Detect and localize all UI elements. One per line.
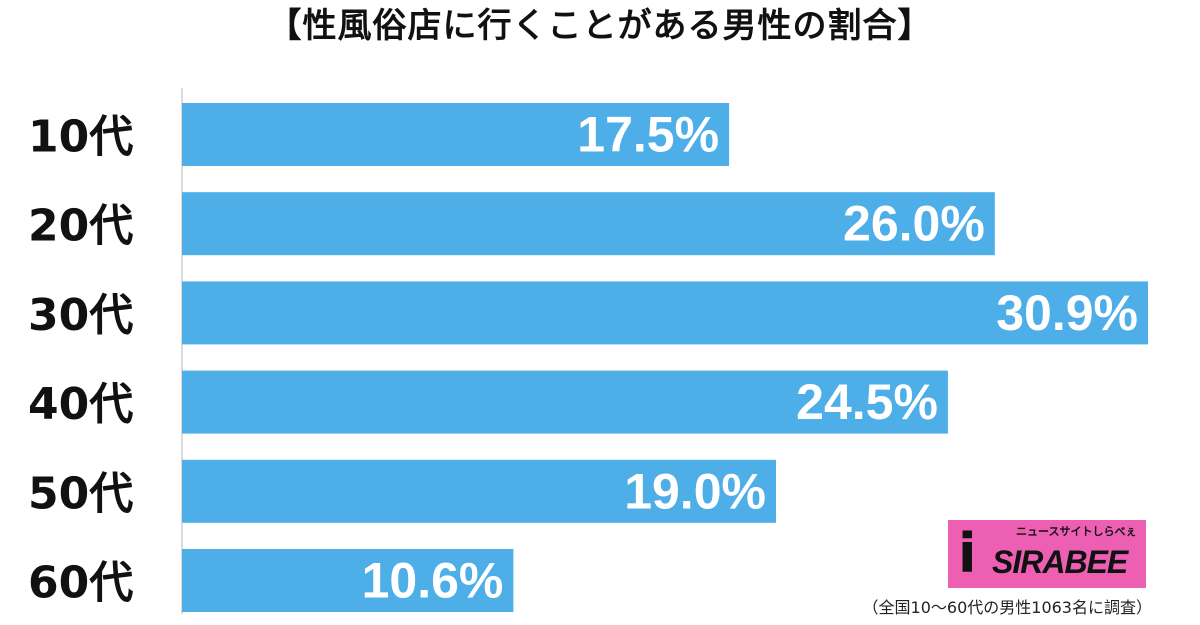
sirabee-logo: i ニュースサイトしらべぇ SIRABEE [948, 520, 1146, 588]
category-label: 60代 [28, 558, 133, 609]
logo-i-mark: i [958, 522, 977, 585]
data-label: 10.6% [362, 553, 504, 609]
data-label: 19.0% [624, 463, 766, 519]
footnote: （全国10〜60代の男性1063名に調査） [862, 598, 1152, 617]
bar-60代 [182, 549, 514, 612]
bar-50代 [182, 459, 776, 523]
bar-20代 [182, 192, 995, 256]
category-label: 40代 [28, 379, 133, 430]
category-label: 30代 [28, 290, 133, 341]
data-label: 26.0% [843, 196, 985, 252]
bar-10代 [182, 103, 730, 166]
logo-subtext: ニュースサイトしらべぇ [1016, 525, 1137, 538]
chart-title: 【性風俗店に行くことがある男性の割合】 [267, 6, 933, 46]
category-label: 50代 [28, 468, 133, 519]
data-label: 17.5% [577, 107, 719, 163]
bar-40代 [182, 370, 948, 434]
category-label: 20代 [28, 201, 133, 252]
bar-30代 [182, 281, 1148, 345]
category-label: 10代 [28, 112, 133, 163]
data-label: 30.9% [996, 285, 1138, 341]
data-label: 24.5% [796, 374, 938, 430]
logo-text: SIRABEE [992, 544, 1128, 580]
